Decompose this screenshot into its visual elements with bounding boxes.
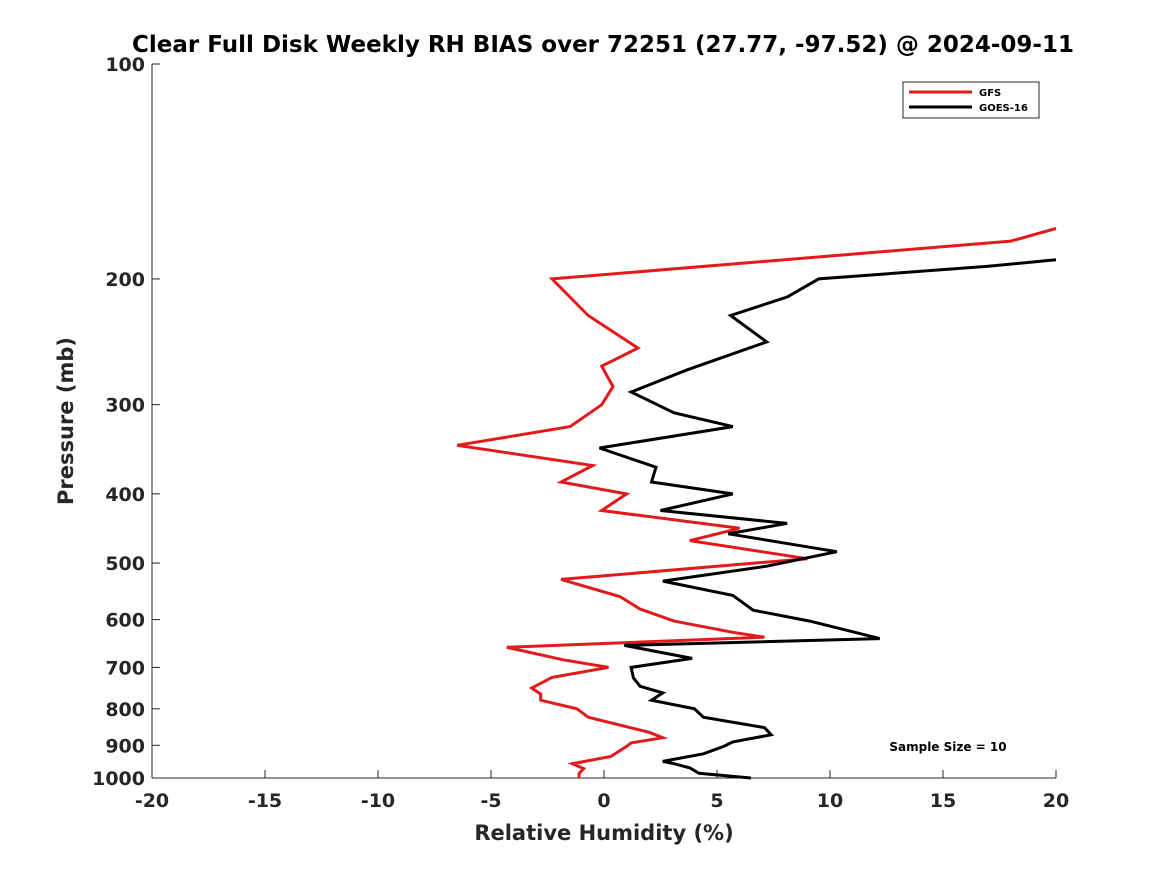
x-tick-label: -10	[361, 790, 395, 812]
series-line-gfs	[456, 227, 1057, 778]
y-tick-label: 600	[105, 610, 145, 632]
y-tick-label: 1000	[92, 768, 145, 790]
legend: GFS GOES-16	[902, 81, 1040, 119]
chart-title: Clear Full Disk Weekly RH BIAS over 7225…	[132, 32, 1074, 58]
plot-axes	[151, 64, 1056, 779]
legend-label-gfs: GFS	[979, 88, 1001, 99]
x-tick-label: 15	[930, 790, 956, 812]
x-tick-label: -5	[480, 790, 501, 812]
sample-size-annotation: Sample Size = 10	[889, 740, 1006, 754]
x-tick-label: 0	[597, 790, 610, 812]
x-tick-label: 20	[1043, 790, 1069, 812]
x-ticks: -20 -15 -10 -5 0 5 10 15 20	[135, 770, 1069, 812]
y-tick-label: 300	[105, 395, 145, 417]
y-tick-label: 900	[105, 735, 145, 757]
x-tick-label: -20	[135, 790, 169, 812]
y-tick-label: 400	[105, 484, 145, 506]
legend-label-goes16: GOES-16	[979, 103, 1028, 114]
y-tick-label: 800	[105, 699, 145, 721]
legend-box	[902, 81, 1040, 119]
y-ticks: 100 200 300 400 500 600 700 800 900 1000	[92, 54, 160, 790]
x-tick-label: -15	[248, 790, 282, 812]
y-axis-label: Pressure (mb)	[54, 337, 78, 505]
x-tick-label: 5	[710, 790, 723, 812]
y-tick-label: 100	[105, 54, 145, 76]
series-lines	[456, 227, 1057, 780]
y-tick-label: 700	[105, 657, 145, 679]
y-tick-label: 200	[105, 269, 145, 291]
series-line-goes16	[599, 258, 1057, 780]
x-axis-label: Relative Humidity (%)	[474, 821, 733, 845]
x-tick-label: 10	[817, 790, 843, 812]
y-tick-label: 500	[105, 553, 145, 575]
